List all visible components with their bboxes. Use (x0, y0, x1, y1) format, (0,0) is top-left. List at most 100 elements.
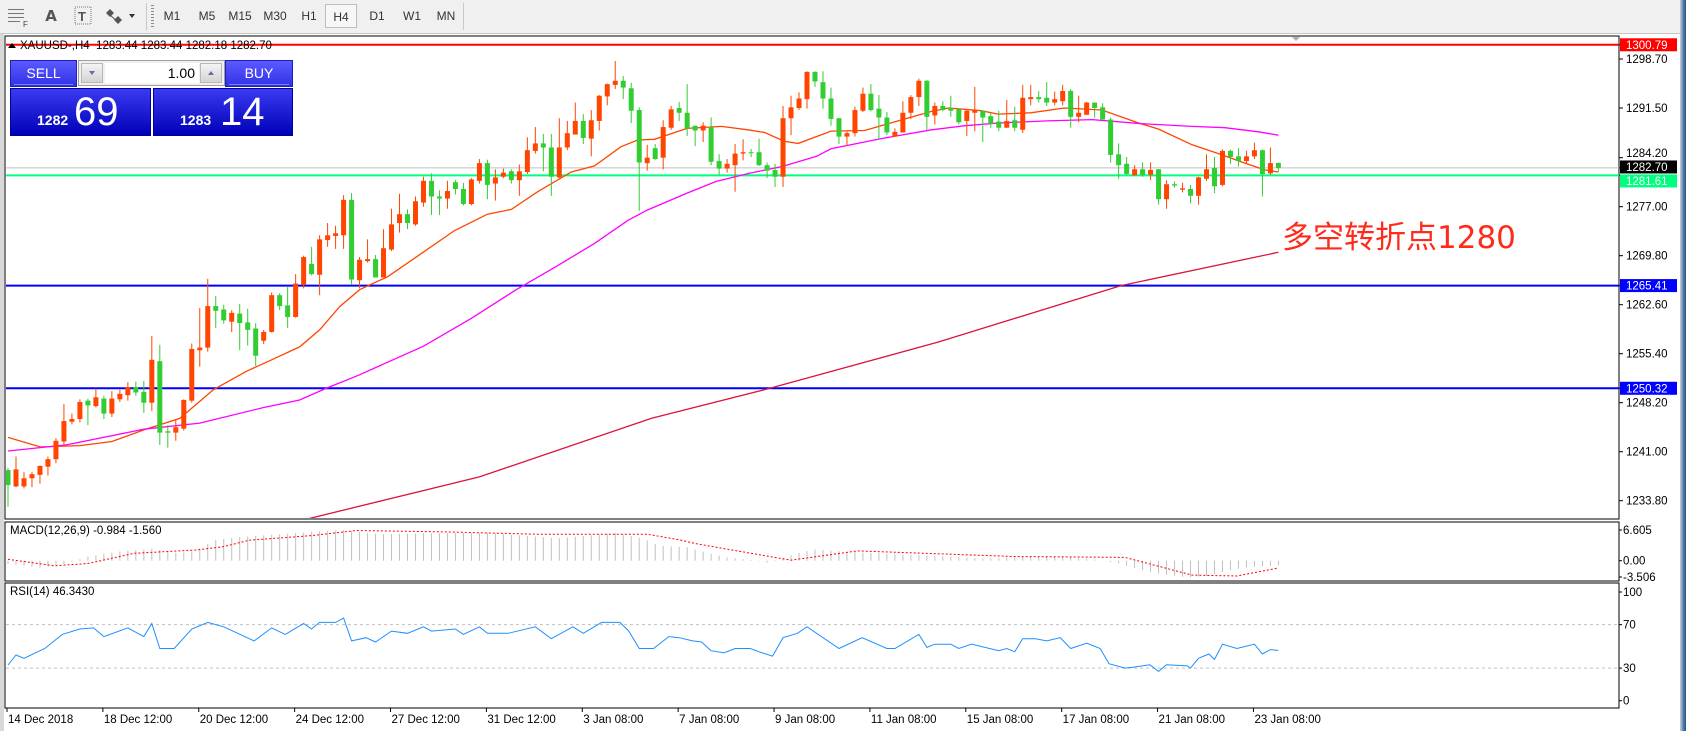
arrows-icon[interactable] (104, 4, 138, 28)
candle-body (53, 440, 59, 460)
time-axis-label: 27 Dec 12:00 (392, 714, 460, 726)
candle-body (213, 306, 219, 311)
candle-body (940, 105, 946, 111)
candle-body (868, 93, 874, 111)
candle-body (253, 328, 259, 356)
candle-body (732, 153, 738, 166)
timeframe-m15[interactable]: M15 (228, 9, 252, 23)
price-axis-label: 1248.20 (1626, 398, 1668, 410)
timeframe-m1[interactable]: M1 (163, 9, 181, 23)
candle-body (428, 180, 434, 197)
price-axis-label: 1291.50 (1626, 103, 1668, 115)
chart-header: XAUUSD-,H4 1283.44 1283.44 1282.18 1282.… (8, 40, 272, 52)
price-axis-label: 1233.80 (1626, 496, 1668, 508)
time-axis-label: 9 Jan 08:00 (775, 714, 835, 726)
candle-body (1100, 107, 1106, 120)
toolbar: F A T M1 M5 M15 M30 H1 H4 D1 W1 MN (0, 0, 1686, 34)
chevron-down-icon (89, 71, 95, 75)
candle-body (149, 359, 155, 403)
candle-body (1092, 102, 1098, 109)
candle-body (508, 171, 514, 181)
lot-increase-button[interactable] (200, 63, 222, 83)
candle-body (85, 400, 91, 406)
lot-decrease-button[interactable] (81, 63, 103, 83)
candle-body (412, 201, 418, 225)
toolbar-divider (463, 3, 464, 30)
sell-button[interactable]: SELL (10, 60, 77, 87)
candle-body (452, 182, 458, 189)
candle-body (381, 248, 387, 278)
lot-input[interactable]: 1.00 (105, 63, 199, 83)
level-price-label: 1250.32 (1626, 383, 1668, 395)
toolbar-grip[interactable] (151, 5, 154, 28)
candle-body (349, 199, 355, 280)
text-box-icon[interactable]: T (72, 4, 94, 28)
candle-body (1251, 150, 1257, 157)
level-price-label: 1281.61 (1626, 176, 1668, 188)
candle-body (724, 163, 730, 169)
candle-body (708, 127, 714, 162)
candle-body (1243, 156, 1249, 162)
candle-body (125, 387, 131, 396)
candle-body (556, 147, 562, 178)
candle-body (1156, 169, 1162, 200)
candle-body (341, 199, 347, 236)
candle-body (1004, 120, 1010, 128)
ma-slow-line (308, 251, 1279, 518)
candle-body (101, 398, 107, 414)
candle-body (1259, 150, 1265, 175)
candle-body (1020, 97, 1026, 130)
candle-body (1076, 112, 1082, 117)
grid-font-icon[interactable]: F (6, 4, 32, 29)
time-axis-label: 31 Dec 12:00 (487, 714, 555, 726)
candle-body (1148, 169, 1154, 175)
main-panel-frame (4, 35, 1620, 520)
timeframe-h1[interactable]: H1 (301, 9, 317, 23)
price-axis-label: 1255.40 (1626, 349, 1668, 361)
time-axis-label: 24 Dec 12:00 (296, 714, 364, 726)
candle-body (261, 331, 267, 341)
rsi-axis-label: 0 (1623, 696, 1629, 708)
candle-body (828, 98, 834, 119)
timeframe-mn[interactable]: MN (436, 9, 456, 23)
buy-price-box[interactable]: 1283 14 (153, 88, 293, 136)
candle-body (668, 109, 674, 128)
collapse-triangle-icon[interactable] (8, 43, 16, 48)
time-axis-label: 17 Jan 08:00 (1063, 714, 1130, 726)
candle-body (1235, 156, 1241, 162)
macd-signal-line (7, 529, 1279, 577)
rsi-panel-frame (4, 582, 1620, 709)
candle-body (1084, 102, 1090, 115)
candle-body (772, 169, 778, 177)
timeframe-m30[interactable]: M30 (263, 9, 287, 23)
sell-price-box[interactable]: 1282 69 (10, 88, 151, 136)
candle-body (389, 224, 395, 250)
candle-body (788, 107, 794, 119)
candle-body (948, 108, 954, 111)
candle-body (532, 143, 538, 151)
macd-axis-label: 6.605 (1623, 525, 1652, 537)
candle-body (6, 470, 11, 486)
candle-body (1140, 169, 1146, 175)
candle-body (269, 295, 275, 332)
timeframe-h4[interactable]: H4 (325, 4, 357, 28)
lot-stepper[interactable]: 1.00 (78, 60, 225, 86)
candle-body (117, 393, 123, 400)
main-plot (6, 43, 1619, 518)
toolbar-divider (146, 3, 147, 30)
candle-body (317, 239, 323, 275)
candle-body (908, 97, 914, 113)
candle-body (1188, 188, 1194, 196)
candle-body (1012, 120, 1018, 128)
candle-body (69, 419, 75, 422)
timeframe-w1[interactable]: W1 (403, 9, 421, 23)
candle-body (660, 127, 666, 158)
timeframe-d1[interactable]: D1 (369, 9, 385, 23)
candle-body (484, 163, 490, 185)
timeframe-m5[interactable]: M5 (198, 9, 216, 23)
candle-body (309, 263, 315, 275)
buy-button[interactable]: BUY (225, 60, 293, 87)
text-label-icon[interactable]: A (45, 7, 57, 25)
chevron-up-icon (208, 71, 214, 75)
